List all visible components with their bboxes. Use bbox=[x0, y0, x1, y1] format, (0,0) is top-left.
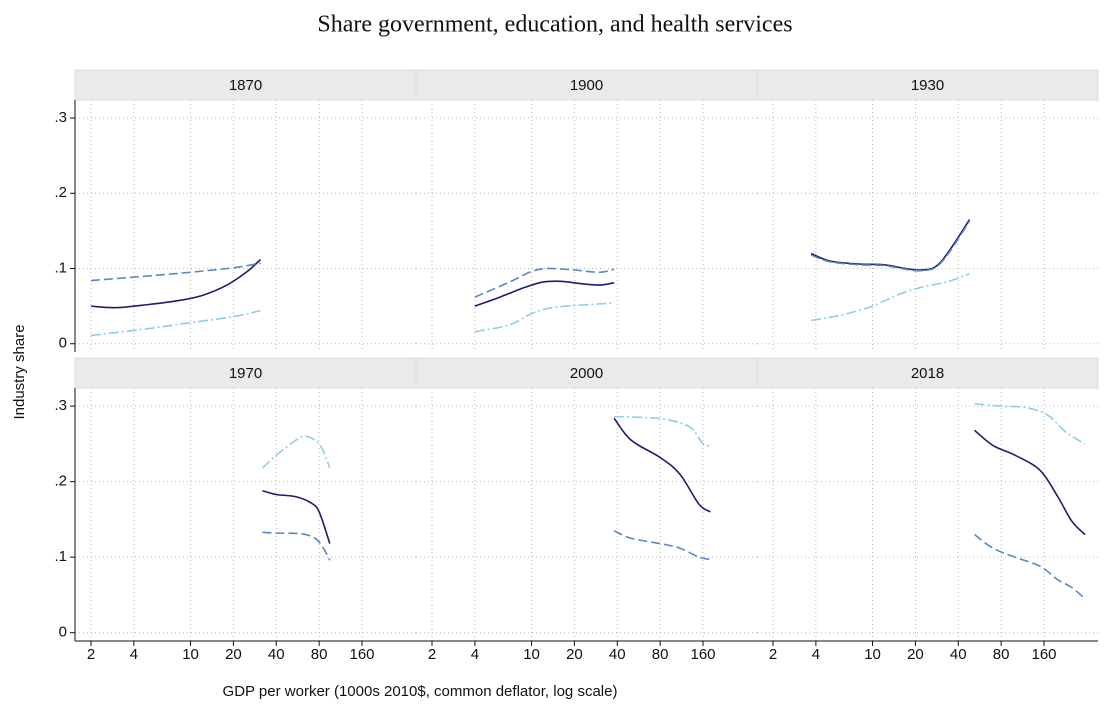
x-tick-label: 2 bbox=[428, 646, 436, 663]
panel-title: 1930 bbox=[911, 77, 944, 94]
series-line bbox=[261, 435, 331, 469]
panel-title: 1970 bbox=[229, 365, 262, 382]
series-line bbox=[90, 262, 261, 282]
x-tick-label: 40 bbox=[268, 646, 285, 663]
panel-title: 2018 bbox=[911, 365, 944, 382]
panel-strip bbox=[756, 357, 1099, 389]
series-line bbox=[262, 489, 331, 544]
series-line bbox=[810, 220, 971, 272]
series-line bbox=[974, 403, 1086, 445]
y-tick-label: 0 bbox=[59, 335, 67, 352]
x-tick-label: 80 bbox=[311, 646, 328, 663]
x-tick-label: 80 bbox=[652, 646, 669, 663]
panel-title: 1900 bbox=[570, 77, 603, 94]
y-tick-label: .2 bbox=[54, 473, 67, 490]
series-line bbox=[614, 415, 711, 447]
chart-title: Share government, education, and health … bbox=[317, 12, 792, 38]
series-line bbox=[474, 280, 615, 307]
x-tick-label: 4 bbox=[471, 646, 479, 663]
series-line bbox=[613, 417, 711, 513]
panel-strip bbox=[74, 69, 417, 101]
x-tick-label: 20 bbox=[225, 646, 242, 663]
x-tick-label: 2 bbox=[87, 646, 95, 663]
x-tick-label: 80 bbox=[993, 646, 1010, 663]
series-line bbox=[613, 530, 711, 561]
x-tick-label: 40 bbox=[950, 646, 967, 663]
y-tick-label: 0 bbox=[59, 624, 67, 641]
series-line bbox=[474, 302, 615, 333]
panel-strip bbox=[415, 69, 758, 101]
panel-title: 2000 bbox=[570, 365, 603, 382]
series-line bbox=[262, 531, 331, 561]
y-tick-label: .1 bbox=[54, 548, 67, 565]
series-line bbox=[974, 533, 1086, 600]
y-tick-label: .1 bbox=[54, 259, 67, 276]
x-axis-label: GDP per worker (1000s 2010$, common defl… bbox=[223, 683, 618, 700]
x-tick-label: 4 bbox=[130, 646, 138, 663]
x-tick-label: 40 bbox=[609, 646, 626, 663]
panel-strip bbox=[74, 357, 417, 389]
series-line bbox=[810, 273, 970, 322]
x-tick-label: 160 bbox=[691, 646, 716, 663]
series-line bbox=[474, 267, 615, 298]
y-tick-label: .2 bbox=[54, 184, 67, 201]
y-tick-label: .3 bbox=[54, 109, 67, 126]
panel-strip bbox=[756, 69, 1099, 101]
x-tick-label: 20 bbox=[907, 646, 924, 663]
series-line bbox=[90, 258, 262, 309]
series-line bbox=[90, 309, 261, 337]
x-tick-label: 10 bbox=[864, 646, 881, 663]
x-tick-label: 160 bbox=[350, 646, 375, 663]
panel-title: 1870 bbox=[229, 77, 262, 94]
y-tick-label: .3 bbox=[54, 397, 67, 414]
x-tick-label: 2 bbox=[769, 646, 777, 663]
x-tick-label: 160 bbox=[1032, 646, 1057, 663]
x-tick-label: 4 bbox=[812, 646, 820, 663]
series-line bbox=[973, 429, 1086, 536]
series-line bbox=[810, 219, 971, 271]
x-tick-label: 10 bbox=[523, 646, 540, 663]
x-tick-label: 20 bbox=[566, 646, 583, 663]
x-tick-label: 10 bbox=[182, 646, 199, 663]
y-axis-label: Industry share bbox=[11, 324, 28, 419]
